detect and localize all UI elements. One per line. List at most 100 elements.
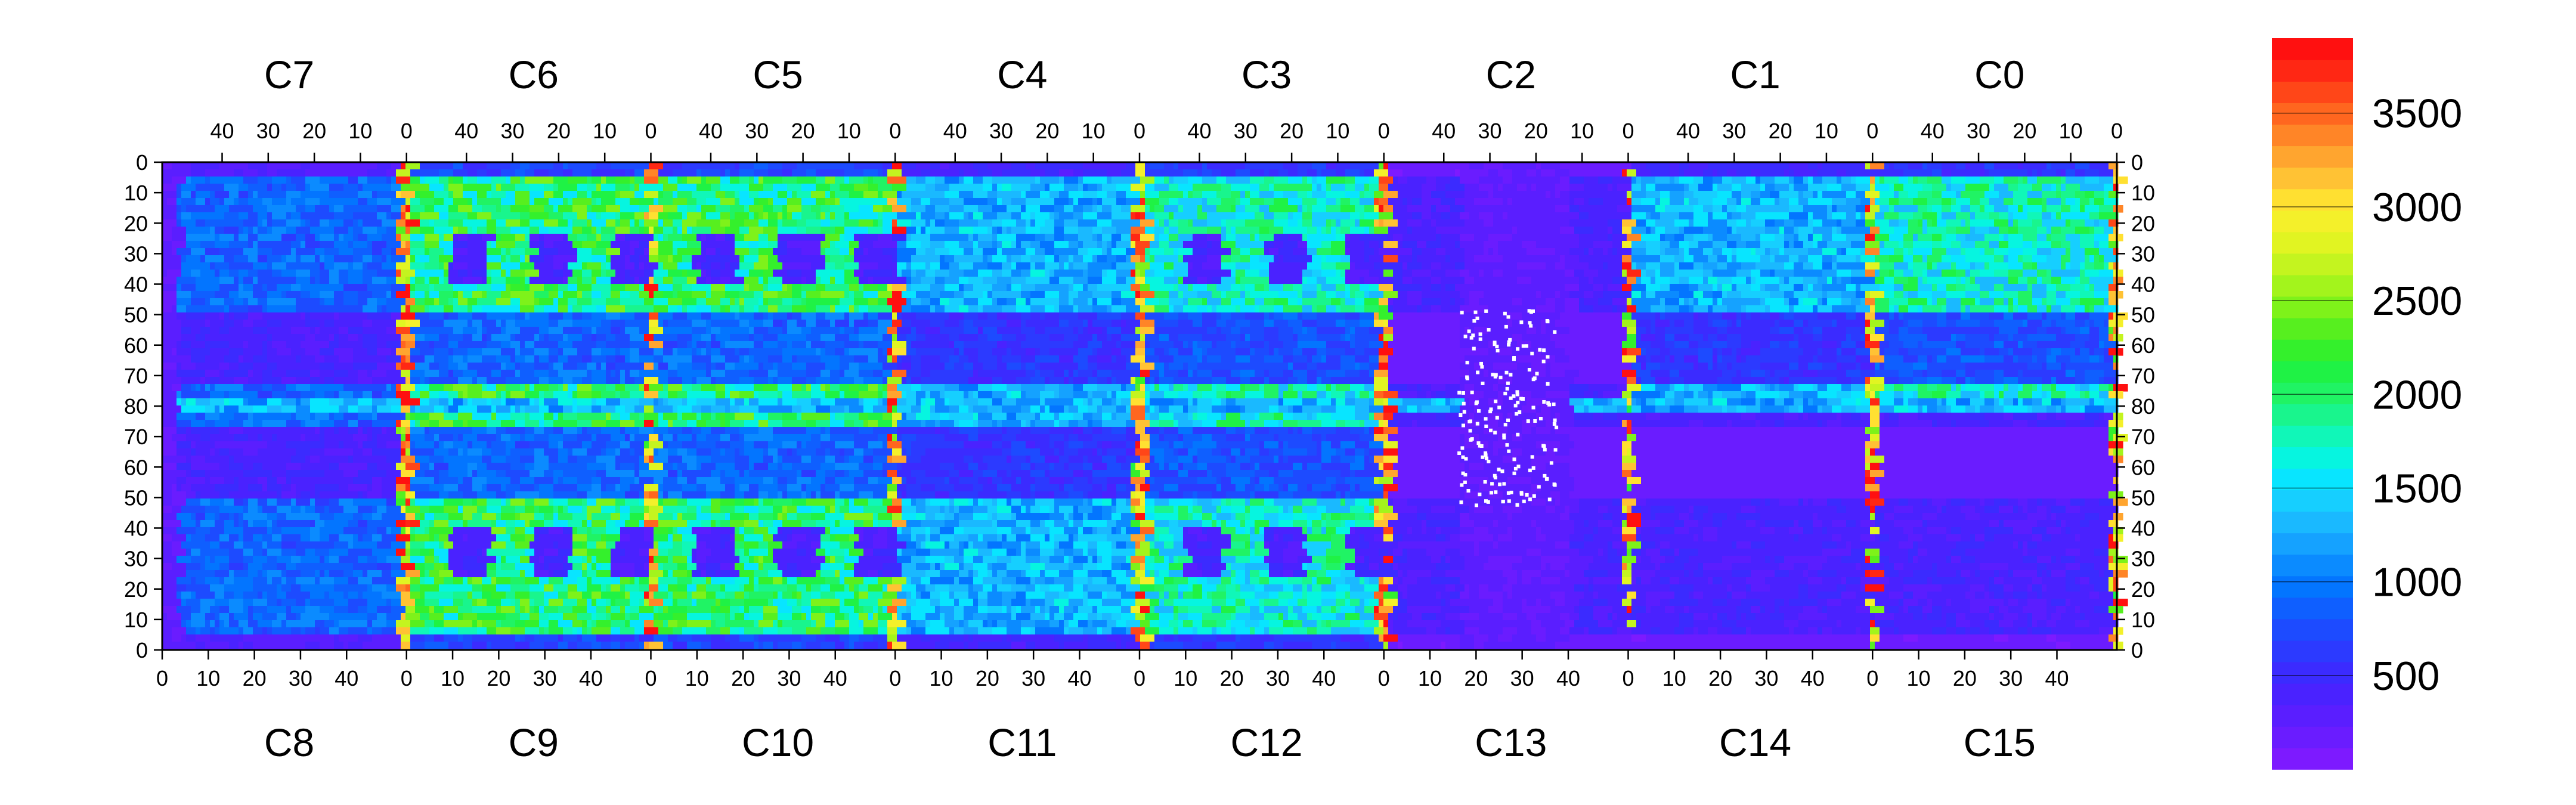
heatmap-cell (1713, 227, 1727, 234)
heatmap-cell (1193, 227, 1208, 234)
heatmap-cell (1054, 305, 1060, 313)
heatmap-cell (1030, 298, 1045, 306)
heatmap-cell (1584, 191, 1594, 199)
heatmap-cell (353, 320, 363, 327)
heatmap-cell (496, 305, 511, 313)
heatmap-cell (296, 184, 306, 191)
heatmap-cell (1336, 219, 1341, 227)
heatmap-cell (639, 262, 645, 270)
heatmap-cell (1469, 162, 1484, 170)
heatmap-cell (639, 198, 654, 206)
heatmap-cell (1092, 320, 1103, 327)
heatmap-cell (1040, 277, 1050, 284)
heatmap-cell (367, 198, 377, 206)
heatmap-cell (1641, 184, 1646, 191)
heatmap-cell (1073, 277, 1088, 284)
heatmap-cell (1317, 177, 1327, 184)
heatmap-cell (1975, 212, 1990, 220)
heatmap-cell (1703, 191, 1713, 199)
heatmap-cell (1517, 255, 1532, 263)
heatmap-cell (1541, 241, 1556, 249)
heatmap-cell (1832, 205, 1837, 213)
heatmap-cell (1188, 298, 1203, 306)
heatmap-cell (601, 320, 611, 327)
heatmap-cell (1827, 277, 1832, 284)
heatmap-cell (1865, 219, 1875, 227)
heatmap-cell (873, 248, 883, 256)
heatmap-cell (830, 205, 845, 213)
heatmap-cell (1546, 277, 1551, 284)
heatmap-cell (1111, 205, 1122, 213)
heatmap-cell (1822, 177, 1837, 184)
heatmap-cell (1121, 312, 1136, 320)
heatmap-cell (649, 212, 659, 220)
heatmap-cell (568, 177, 583, 184)
heatmap-cell (1035, 177, 1041, 184)
heatmap-cell (887, 284, 893, 292)
heatmap-cell (1512, 227, 1518, 234)
heatmap-cell (281, 320, 292, 327)
heatmap-cell (372, 255, 382, 263)
heatmap-cell (1946, 205, 1952, 213)
heatmap-cell (549, 212, 564, 220)
heatmap-cell (587, 205, 592, 213)
heatmap-cell (816, 270, 831, 277)
heatmap-cell (1870, 177, 1875, 184)
heatmap-cell (973, 262, 979, 270)
heatmap-cell (1689, 305, 1694, 313)
heatmap-cell (229, 334, 244, 342)
heatmap-cell (1321, 169, 1336, 177)
heatmap-cell (262, 219, 268, 227)
heatmap-cell (1899, 198, 1914, 206)
heatmap-cell (1846, 248, 1856, 256)
heatmap-cell (1259, 205, 1270, 213)
heatmap-cell (2004, 255, 2009, 263)
heatmap-cell (1059, 298, 1069, 306)
heatmap-cell (530, 241, 540, 249)
heatmap-cell (911, 312, 917, 320)
heatmap-cell (606, 205, 621, 213)
heatmap-cell (1479, 212, 1494, 220)
heatmap-cell (1388, 184, 1394, 191)
heatmap-cell (1402, 312, 1417, 320)
heatmap-cell (234, 312, 249, 320)
heatmap-cell (420, 212, 430, 220)
heatmap-cell (1608, 205, 1618, 213)
heatmap-cell (534, 198, 549, 206)
heatmap-cell (1865, 327, 1875, 335)
heatmap-cell (177, 198, 182, 206)
heatmap-cell (2099, 205, 2114, 213)
heatmap-cell (2008, 305, 2014, 313)
heatmap-cell (1636, 169, 1646, 177)
heatmap-cell (1989, 169, 1999, 177)
heatmap-cell (1126, 320, 1141, 327)
heatmap-cell (844, 234, 854, 242)
heatmap-cell (1765, 184, 1770, 191)
heatmap-cell (749, 241, 759, 249)
heatmap-cell (1851, 169, 1861, 177)
heatmap-cell (568, 284, 578, 292)
heatmap-cell (1255, 284, 1265, 292)
heatmap-cell (1216, 205, 1231, 213)
heatmap-cell (959, 191, 974, 199)
heatmap-cell (778, 248, 788, 256)
heatmap-cell (324, 320, 335, 327)
heatmap-cell (1383, 191, 1398, 199)
heatmap-cell (1627, 234, 1642, 242)
heatmap-cell (1698, 298, 1713, 306)
heatmap-cell (1603, 241, 1613, 249)
heatmap-cell (1045, 312, 1060, 320)
heatmap-cell (377, 212, 387, 220)
heatmap-cell (1460, 169, 1475, 177)
heatmap-cell (1703, 291, 1713, 299)
heatmap-cell (415, 284, 430, 292)
heatmap-cell (386, 277, 397, 284)
heatmap-cell (902, 169, 917, 177)
heatmap-cell (348, 262, 354, 270)
heatmap-cell (844, 255, 854, 263)
heatmap-cell (530, 191, 544, 199)
heatmap-cell (1593, 327, 1608, 335)
heatmap-cell (1818, 241, 1828, 249)
heatmap-cell (1159, 327, 1169, 335)
heatmap-cell (2089, 277, 2104, 284)
